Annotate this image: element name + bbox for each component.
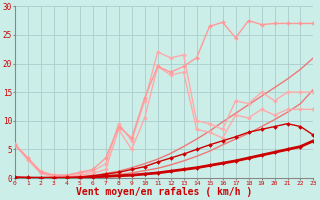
X-axis label: Vent moyen/en rafales ( km/h ): Vent moyen/en rafales ( km/h ) — [76, 187, 252, 197]
